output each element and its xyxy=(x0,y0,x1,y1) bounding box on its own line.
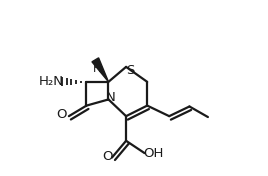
Text: N: N xyxy=(106,91,116,104)
Text: H: H xyxy=(92,64,101,74)
Text: O: O xyxy=(102,150,112,163)
Text: H₂N: H₂N xyxy=(39,75,64,88)
Text: OH: OH xyxy=(143,147,163,160)
Text: O: O xyxy=(56,108,67,121)
Polygon shape xyxy=(92,58,109,82)
Text: S: S xyxy=(126,64,134,77)
